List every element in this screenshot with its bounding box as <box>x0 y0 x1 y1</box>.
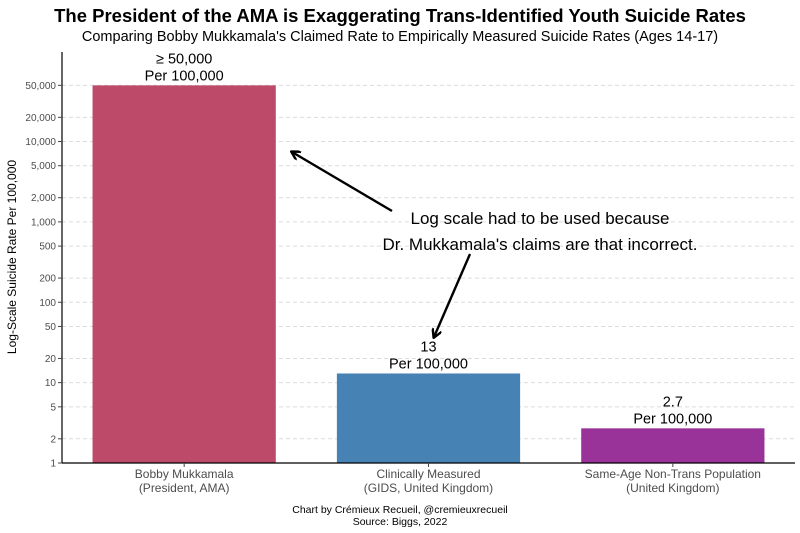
caption-credit: Chart by Crémieux Recueil, @cremieuxrecu… <box>292 504 508 516</box>
chart-caption: Chart by Crémieux Recueil, @cremieuxrecu… <box>0 504 800 528</box>
y-tick-label: 10 <box>45 378 57 389</box>
bar <box>581 428 765 463</box>
caption-source: Source: Biggs, 2022 <box>352 516 448 528</box>
y-tick-label: 20 <box>45 354 57 365</box>
annotation-arrow-to-measured <box>434 253 472 337</box>
y-tick-label: 50,000 <box>25 81 56 92</box>
bar <box>92 85 276 463</box>
y-axis-label: Log-Scale Suicide Rate Per 100,000 <box>5 160 19 354</box>
y-tick-label: 5 <box>50 402 56 413</box>
bar-value-label: Per 100,000 <box>633 411 712 427</box>
y-tick-label: 2 <box>50 434 56 445</box>
y-tick-label: 200 <box>39 274 56 285</box>
y-tick-label: 500 <box>39 242 56 253</box>
y-tick-label: 50 <box>45 322 57 333</box>
x-category-label: Bobby Mukkamala <box>135 467 234 481</box>
chart-title: The President of the AMA is Exaggerating… <box>54 5 746 26</box>
y-tick-label: 5,000 <box>31 161 56 172</box>
annotation-arrow-to-claim <box>292 152 393 213</box>
x-category-label: (President, AMA) <box>139 481 230 495</box>
x-category-label: (GIDS, United Kingdom) <box>364 481 493 495</box>
y-tick-label: 2,000 <box>31 193 56 204</box>
y-tick-labels: 1 2 5 10 20 50 100 200 500 1,000 2,000 5,000 10,000 2… <box>25 81 62 470</box>
chart-subtitle: Comparing Bobby Mukkamala's Claimed Rate… <box>81 29 719 45</box>
annotation-line-1: Log scale had to be used because <box>411 209 670 228</box>
bar-value-label: ≥ 50,000 <box>156 51 212 67</box>
bar-value-label: Per 100,000 <box>389 356 468 372</box>
bar-value-label: 13 <box>420 339 436 355</box>
bar <box>336 373 521 463</box>
bars <box>92 85 765 463</box>
y-tick-label: 20,000 <box>25 113 56 124</box>
y-tick-label: 100 <box>39 298 56 309</box>
x-category-label: (United Kingdom) <box>626 481 719 495</box>
x-category-label: Same-Age Non-Trans Population <box>585 467 761 481</box>
x-category-label: Clinically Measured <box>376 467 480 481</box>
annotation: Log scale had to be used because Dr. Muk… <box>292 152 698 337</box>
bar-value-label: 2.7 <box>663 394 683 410</box>
x-category-labels: Bobby Mukkamala(President, AMA) Clinicall… <box>135 463 761 495</box>
y-tick-label: 10,000 <box>25 137 56 148</box>
y-tick-label: 1 <box>50 459 56 470</box>
annotation-line-2: Dr. Mukkamala's claims are that incorrec… <box>382 235 697 254</box>
y-tick-label: 1,000 <box>31 217 56 228</box>
bar-value-label: Per 100,000 <box>145 68 224 84</box>
